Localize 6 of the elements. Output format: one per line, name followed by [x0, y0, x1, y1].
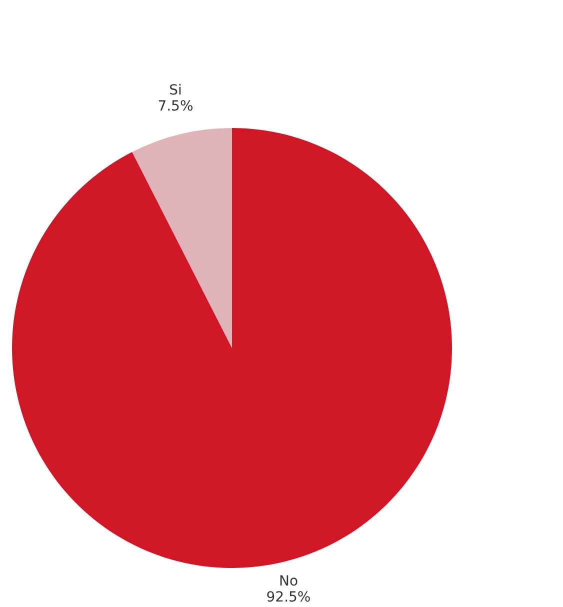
data-label: 7.5% — [158, 98, 194, 115]
pie-slice — [12, 128, 452, 568]
data-label: 92.5% — [266, 589, 311, 606]
slice-label: Si — [169, 82, 182, 99]
pie-slice — [132, 128, 232, 348]
slice-label: No — [278, 573, 298, 590]
